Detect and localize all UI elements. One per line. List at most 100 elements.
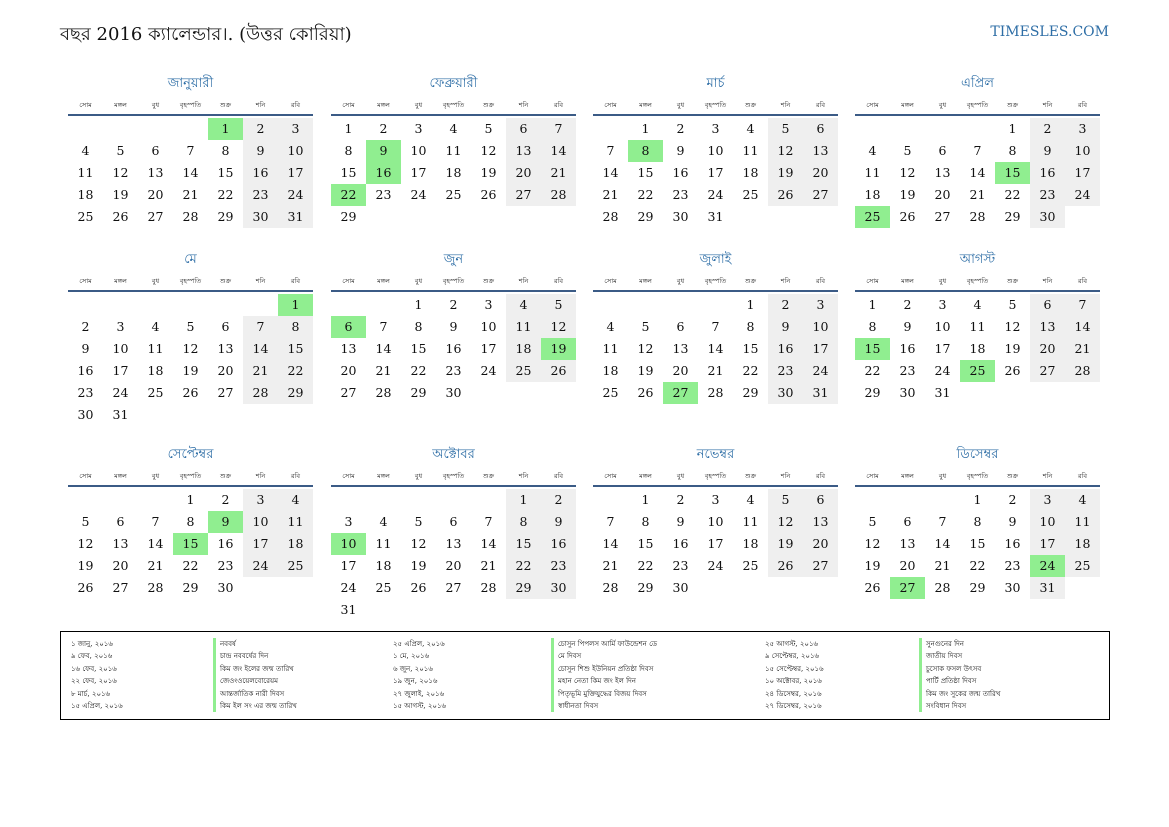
day-cell: 10: [707, 143, 724, 158]
day-cell: 13: [899, 536, 916, 551]
weekday-label: শুক্র: [744, 277, 757, 285]
day-cell: 22: [182, 558, 199, 573]
day-cell: 22: [410, 363, 427, 378]
day-cell: 9: [676, 143, 685, 158]
day-cell: 1: [1008, 121, 1017, 136]
day-cell: 27: [340, 385, 357, 400]
day-cell: 21: [375, 363, 392, 378]
day-cell: 20: [803, 533, 838, 555]
holiday-date: ১ জানু, ২০১৬: [71, 640, 113, 648]
month-calendar: ডিসেম্বর সোম মঙ্গল বুধ বৃহস্পতি শুক্র শনি রবি 1 2…: [855, 441, 1100, 599]
day-cell: 3: [243, 489, 278, 511]
holiday-day-cell: 16: [366, 162, 401, 184]
day-cell: 4: [278, 489, 313, 511]
day-cell: 7: [1065, 294, 1100, 316]
day-cell: 16: [243, 162, 278, 184]
day-cell: 26: [182, 385, 199, 400]
empty-cell: [103, 118, 138, 140]
holiday-name: পিতৃভূমি মুক্তিযুদ্ধের বিজয় দিবস: [551, 687, 657, 700]
weekday-label: বৃহস্পতি: [442, 101, 465, 109]
day-cell: 8: [746, 319, 755, 334]
weekday-label: সোম: [866, 472, 879, 480]
holiday-day-cell: 25: [960, 360, 995, 382]
day-cell: 9: [449, 319, 458, 334]
day-cell: 17: [243, 533, 278, 555]
day-cell: 12: [112, 165, 129, 180]
day-cell: 16: [1004, 536, 1021, 551]
day-cell: 30: [1030, 206, 1065, 228]
day-cell: 23: [899, 363, 916, 378]
day-cell: 1: [868, 297, 877, 312]
day-cell: 23: [541, 555, 576, 577]
month-calendar: এপ্রিল সোম মঙ্গল বুধ বৃহস্পতি শুক্র শনি রবি 1 2 3 4…: [855, 70, 1100, 228]
day-cell: 3: [414, 121, 423, 136]
day-cell: 20: [340, 363, 357, 378]
day-cell: 19: [768, 533, 803, 555]
day-cell: 19: [768, 162, 803, 184]
month-name: মার্চ: [706, 76, 725, 91]
holiday-name-column: চোসুন পিপলস আর্মি ফাউন্ডেশন ডে মে দিবস চোস…: [551, 638, 657, 713]
holiday-date: ১৬ ফেব, ২০১৬: [71, 664, 117, 673]
day-cell: 10: [278, 140, 313, 162]
month-name: আগস্ট: [959, 252, 996, 267]
day-cell: 25: [602, 385, 619, 400]
day-cell: 10: [803, 316, 838, 338]
day-cell: 24: [243, 555, 278, 577]
day-cell: 14: [541, 140, 576, 162]
weekday-label: মঙ্গল: [114, 277, 127, 285]
day-cell: 23: [445, 363, 462, 378]
day-cell: 17: [340, 558, 357, 573]
day-cell: 2: [81, 319, 90, 334]
holiday-name: সংবিধান দিবস: [919, 699, 1000, 713]
day-cell: 15: [506, 533, 541, 555]
day-cell: 19: [637, 363, 654, 378]
day-cell: 22: [637, 187, 654, 202]
holiday-day-cell: 9: [366, 140, 401, 162]
day-cell: 3: [484, 297, 493, 312]
day-cell: 12: [182, 341, 199, 356]
weekday-label: শনি: [780, 277, 791, 285]
day-cell: 28: [1065, 360, 1100, 382]
day-cell: 14: [707, 341, 724, 356]
day-cell: 9: [1030, 140, 1065, 162]
weekday-header: সোম মঙ্গল বুধ বৃহস্পতি শুক্র শনি রবি: [593, 469, 838, 487]
day-cell: 27: [445, 580, 462, 595]
day-cell: 28: [375, 385, 392, 400]
day-cell: 20: [147, 187, 164, 202]
holiday-day-cell: 19: [541, 338, 576, 360]
weekday-label: মঙ্গল: [901, 101, 914, 109]
day-cell: 26: [768, 184, 803, 206]
day-cell: 15: [278, 338, 313, 360]
day-cell: 5: [868, 514, 877, 529]
holiday-date: ২৭ ডিসেম্বর, ২০১৬: [765, 701, 822, 710]
day-cell: 27: [803, 555, 838, 577]
day-cell: 28: [182, 209, 199, 224]
day-cell: 18: [278, 533, 313, 555]
day-cell: 26: [899, 209, 916, 224]
site-link[interactable]: TIMESLES.COM: [990, 24, 1109, 40]
day-cell: 7: [186, 143, 195, 158]
weekday-label: মঙ্গল: [377, 101, 390, 109]
day-cell: 26: [637, 385, 654, 400]
weekday-label: শুক্র: [482, 101, 495, 109]
day-cell: 1: [344, 121, 353, 136]
day-cell: 11: [375, 536, 392, 551]
day-cell: 22: [278, 360, 313, 382]
day-cell: 17: [1030, 533, 1065, 555]
empty-cell: [663, 294, 698, 316]
day-cell: 2: [1030, 118, 1065, 140]
day-cell: 24: [340, 580, 357, 595]
weekday-label: শুক্র: [744, 101, 757, 109]
day-cell: 5: [186, 319, 195, 334]
month-name: জুলাই: [699, 252, 732, 267]
month-calendar: সেপ্টেম্বর সোম মঙ্গল বুধ বৃহস্পতি শুক্র শনি রবি…: [68, 441, 313, 599]
day-cell: 5: [641, 319, 650, 334]
weekday-label: শনি: [518, 472, 529, 480]
day-cell: 9: [81, 341, 90, 356]
month-name: এপ্রিল: [961, 76, 994, 91]
day-cell: 9: [541, 511, 576, 533]
weekday-header: সোম মঙ্গল বুধ বৃহস্পতি শুক্র শনি রবি: [855, 274, 1100, 292]
weekday-label: শনি: [1042, 277, 1053, 285]
day-cell: 22: [742, 363, 759, 378]
month-calendar: জুলাই সোম মঙ্গল বুধ বৃহস্পতি শুক্র শনি রবি 1 2 3 4 5…: [593, 246, 838, 404]
